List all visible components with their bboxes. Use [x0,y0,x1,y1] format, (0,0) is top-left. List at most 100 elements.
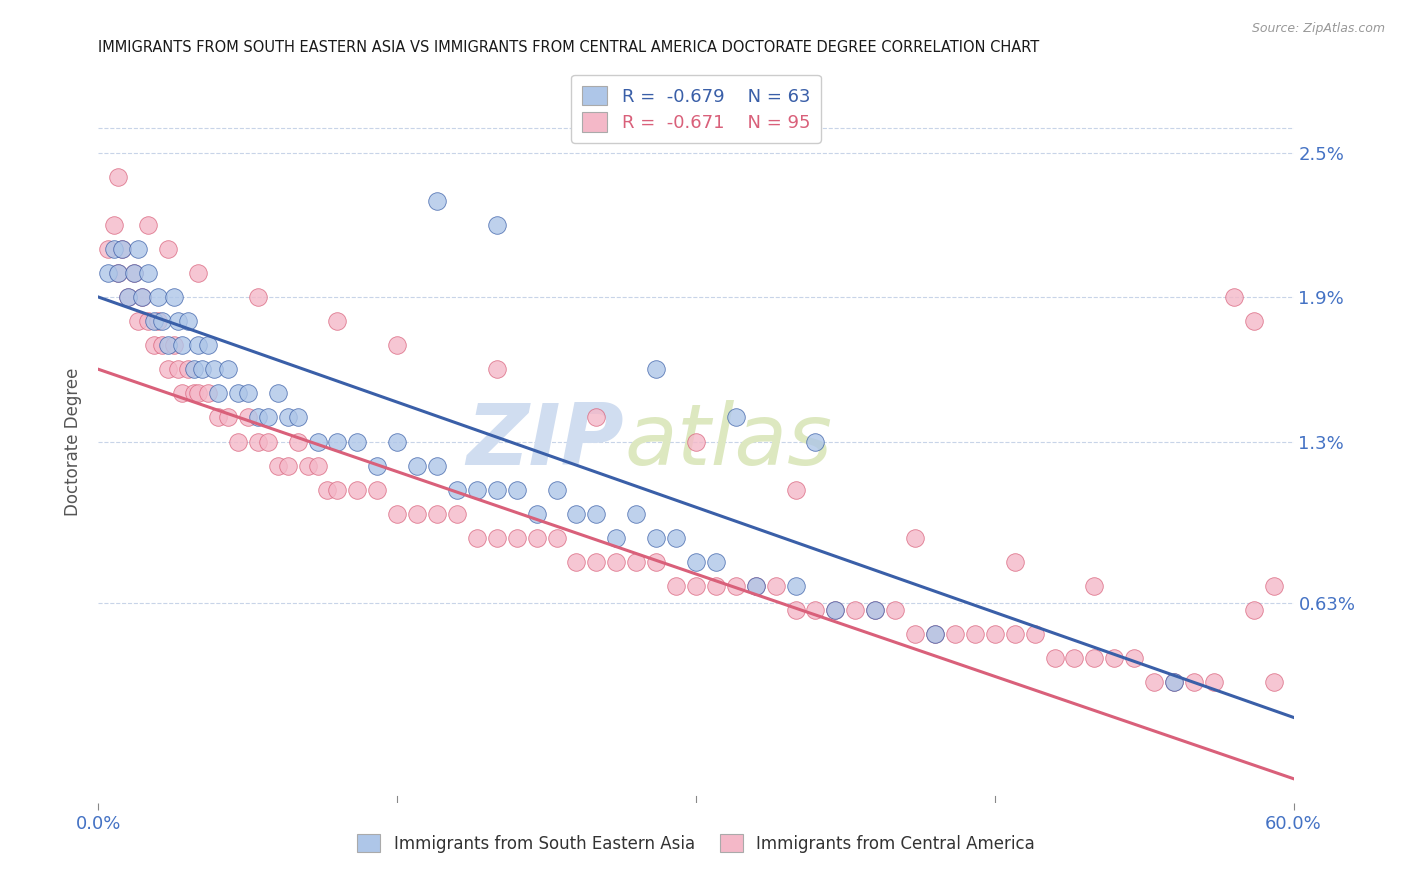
Point [1243,314,1265,328]
Point [366,483,388,497]
Text: IMMIGRANTS FROM SOUTH EASTERN ASIA VS IMMIGRANTS FROM CENTRAL AMERICA DOCTORATE : IMMIGRANTS FROM SOUTH EASTERN ASIA VS IM… [98,40,1039,55]
Point [824,603,846,617]
Point [924,627,946,641]
Point [685,579,707,593]
Point [107,169,129,184]
Point [406,458,429,473]
Point [163,338,186,352]
Point [150,338,173,352]
Point [824,603,846,617]
Point [226,386,249,401]
Point [256,410,278,425]
Point [506,531,529,545]
Point [904,627,927,641]
Point [1104,651,1126,665]
Point [217,362,239,376]
Point [426,507,449,521]
Point [385,507,409,521]
Point [1024,627,1046,641]
Point [287,410,309,425]
Point [124,266,146,280]
Point [117,290,139,304]
Point [167,314,190,328]
Point [884,603,907,617]
Point [446,483,468,497]
Point [485,218,508,232]
Point [103,242,125,256]
Point [804,434,827,449]
Point [645,555,668,569]
Point [307,434,329,449]
Point [626,507,648,521]
Point [785,579,807,593]
Point [136,218,159,232]
Point [187,386,209,401]
Point [287,434,309,449]
Point [246,410,269,425]
Point [157,362,180,376]
Point [1004,627,1026,641]
Point [485,362,508,376]
Point [326,314,349,328]
Point [943,627,966,641]
Point [127,242,149,256]
Point [107,266,129,280]
Point [103,218,125,232]
Point [246,434,269,449]
Point [226,434,249,449]
Point [585,555,607,569]
Point [724,579,747,593]
Point [148,290,170,304]
Point [267,386,290,401]
Point [924,627,946,641]
Point [605,555,627,569]
Point [626,555,648,569]
Point [385,434,409,449]
Point [111,242,134,256]
Point [1043,651,1066,665]
Point [1123,651,1146,665]
Point [207,410,229,425]
Point [665,579,688,593]
Point [704,555,727,569]
Point [366,458,388,473]
Point [117,290,139,304]
Point [785,483,807,497]
Point [217,410,239,425]
Point [1083,651,1105,665]
Text: atlas: atlas [624,400,832,483]
Point [127,314,149,328]
Point [385,338,409,352]
Point [406,507,429,521]
Point [111,242,134,256]
Point [426,194,449,208]
Point [197,386,219,401]
Point [446,507,468,521]
Point [645,531,668,545]
Point [963,627,986,641]
Point [246,290,269,304]
Point [1223,290,1246,304]
Point [256,434,278,449]
Point [984,627,1007,641]
Point [277,410,299,425]
Point [605,531,627,545]
Point [143,338,166,352]
Point [191,362,214,376]
Point [1182,675,1205,690]
Point [865,603,887,617]
Legend: Immigrants from South Eastern Asia, Immigrants from Central America: Immigrants from South Eastern Asia, Immi… [350,828,1042,860]
Point [685,434,707,449]
Point [526,507,548,521]
Point [1263,579,1285,593]
Point [1263,675,1285,690]
Point [704,579,727,593]
Point [745,579,768,593]
Point [1243,603,1265,617]
Point [804,603,827,617]
Point [585,507,607,521]
Point [346,434,368,449]
Point [665,531,688,545]
Point [148,314,170,328]
Point [163,290,186,304]
